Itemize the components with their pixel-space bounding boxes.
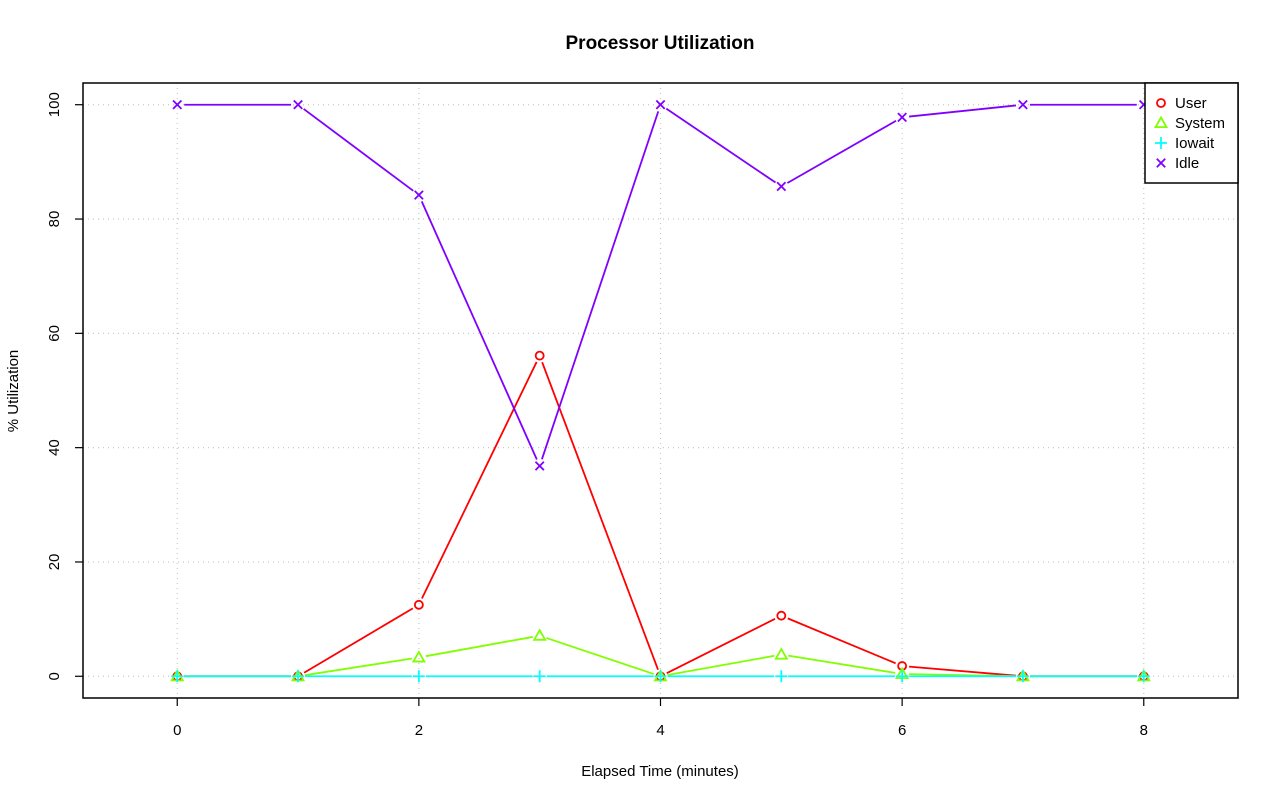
series-idle-point xyxy=(293,99,303,110)
series-user-segment xyxy=(909,665,1017,677)
series-idle-point xyxy=(1018,99,1028,110)
legend-idle-label: Idle xyxy=(1175,155,1199,172)
series-iowait-point xyxy=(1016,670,1029,683)
legend-user-symbol xyxy=(1156,98,1166,108)
series-idle-segment xyxy=(786,119,897,184)
series-idle-point xyxy=(776,181,787,192)
series-system-segment xyxy=(304,657,413,677)
x-tick-label: 0 xyxy=(173,722,181,739)
series-iowait-point xyxy=(896,670,909,683)
y-tick-label: 0 xyxy=(46,672,63,680)
series-system-point xyxy=(411,650,426,663)
series-iowait-point xyxy=(1137,670,1150,683)
x-tick-label: 8 xyxy=(1140,722,1148,739)
legend-user-label: User xyxy=(1175,95,1207,112)
legend-idle-symbol xyxy=(1156,158,1166,168)
series-idle-point xyxy=(534,461,545,471)
x-tick-label: 4 xyxy=(656,722,664,739)
series-user-segment xyxy=(421,361,538,599)
y-tick-label: 60 xyxy=(46,325,63,342)
series-user-point xyxy=(776,610,787,621)
y-axis-label: % Utilization xyxy=(5,350,22,433)
series-system-point xyxy=(532,628,547,641)
series-iowait-point xyxy=(171,670,184,683)
y-tick-label: 20 xyxy=(46,554,63,571)
legend: User System Iowait Idle xyxy=(1144,82,1239,184)
y-tick-label: 40 xyxy=(46,439,63,456)
series-idle-point xyxy=(655,99,666,110)
series-iowait-point xyxy=(292,670,305,683)
series-iowait-point xyxy=(775,670,788,683)
series-system-segment xyxy=(788,654,896,674)
series-idle xyxy=(172,99,1149,471)
series-idle-point xyxy=(414,190,424,200)
series-idle-point xyxy=(172,99,183,110)
grid xyxy=(83,83,1238,698)
legend-iowait-label: Iowait xyxy=(1175,135,1215,152)
series-system-segment xyxy=(546,637,655,675)
y-tick-label: 100 xyxy=(46,92,63,117)
series-idle-segment xyxy=(303,108,414,192)
series-system-segment xyxy=(667,654,775,676)
series-idle-segment xyxy=(909,104,1017,118)
y-tick-label: 80 xyxy=(46,211,63,228)
series-iowait-point xyxy=(533,670,546,683)
series-iowait xyxy=(171,670,1150,683)
series-idle-segment xyxy=(541,111,660,460)
x-tick-label: 6 xyxy=(898,722,906,739)
chart-title: Processor Utilization xyxy=(566,33,755,54)
legend-iowait-symbol xyxy=(1155,137,1167,149)
x-tick-label: 2 xyxy=(415,722,423,739)
series-user-segment xyxy=(541,361,659,671)
series-idle-segment xyxy=(420,201,538,460)
plot-frame xyxy=(82,82,1239,699)
x-axis-label: Elapsed Time (minutes) xyxy=(581,763,739,780)
series-idle-segment xyxy=(665,107,777,184)
series-user-point xyxy=(413,599,424,610)
legend-system-label: System xyxy=(1175,115,1225,132)
legend-system-symbol xyxy=(1153,115,1169,129)
series-iowait-point xyxy=(654,670,667,683)
series-user-segment xyxy=(303,607,414,674)
series-system-segment xyxy=(425,636,533,658)
series-user-segment xyxy=(666,618,776,674)
series-system-point xyxy=(774,647,789,660)
series-user-point xyxy=(534,350,545,361)
series-user-segment xyxy=(787,617,897,665)
series-iowait-point xyxy=(412,670,425,683)
series-user xyxy=(172,350,1149,682)
series-lines xyxy=(170,99,1151,683)
series-idle-point xyxy=(897,112,907,123)
